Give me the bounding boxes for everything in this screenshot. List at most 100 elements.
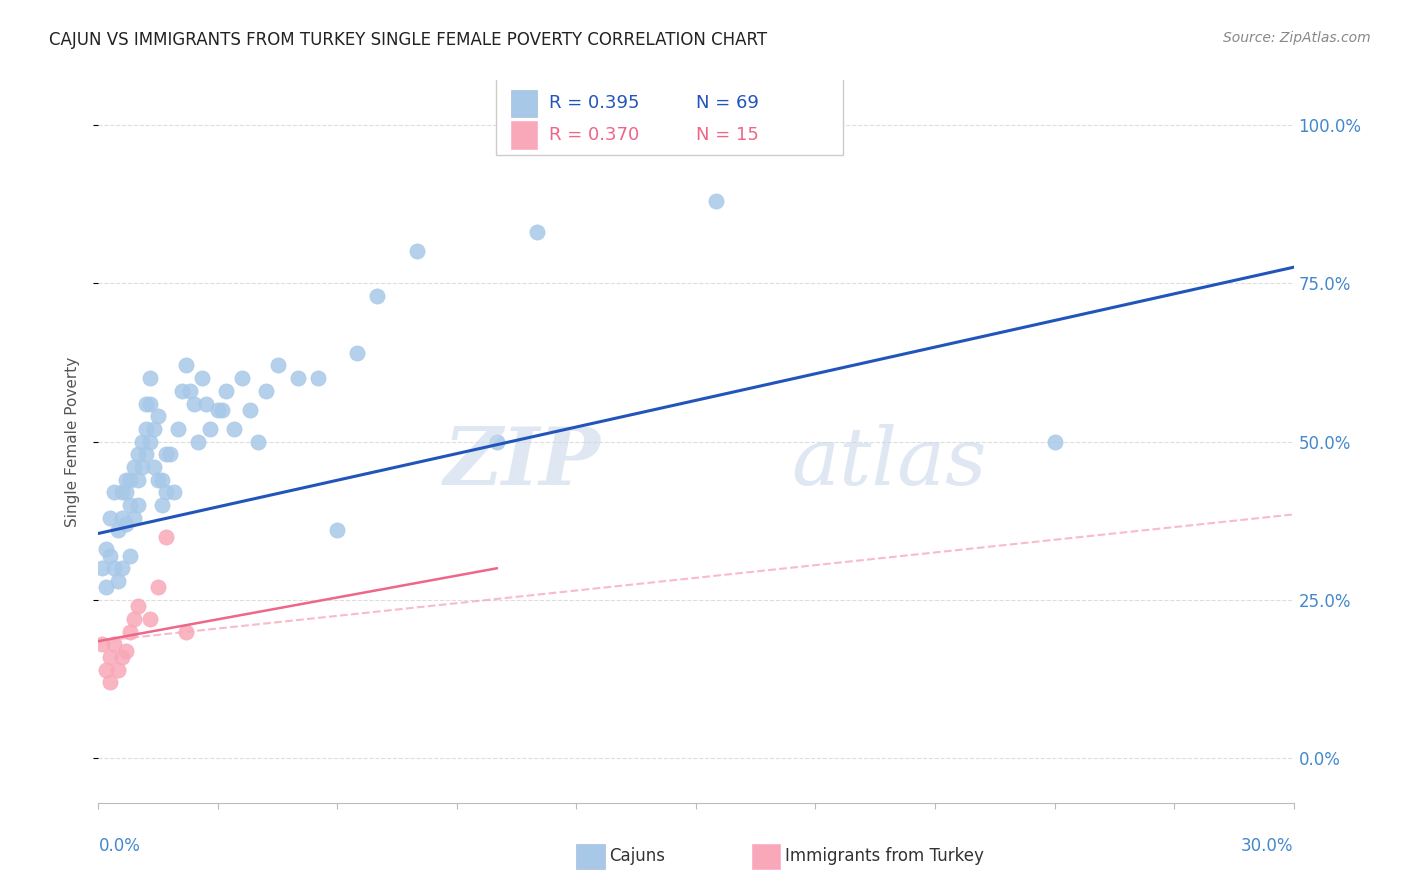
- Point: [195, 396, 218, 410]
- Text: N = 69: N = 69: [696, 95, 759, 112]
- Point: [174, 359, 197, 373]
- Point: [96, 580, 118, 594]
- Point: [287, 371, 309, 385]
- Point: [124, 459, 146, 474]
- Point: [246, 434, 269, 449]
- Point: [159, 447, 181, 461]
- Point: [526, 226, 548, 240]
- Text: 0.0%: 0.0%: [98, 837, 141, 855]
- Point: [124, 510, 146, 524]
- Point: [155, 447, 177, 461]
- Point: [231, 371, 253, 385]
- Point: [326, 523, 349, 537]
- Point: [103, 561, 125, 575]
- Text: Immigrants from Turkey: Immigrants from Turkey: [785, 847, 983, 865]
- Point: [135, 422, 157, 436]
- Point: [211, 402, 233, 417]
- Point: [127, 447, 149, 461]
- Point: [100, 549, 122, 563]
- Point: [115, 473, 138, 487]
- Point: [148, 473, 170, 487]
- Point: [100, 510, 122, 524]
- Point: [96, 542, 118, 557]
- Point: [131, 434, 153, 449]
- Point: [111, 510, 134, 524]
- Point: [115, 516, 138, 531]
- Point: [155, 485, 177, 500]
- Point: [254, 384, 277, 398]
- Point: [91, 561, 114, 575]
- Point: [107, 523, 129, 537]
- Point: [174, 624, 197, 639]
- Point: [148, 409, 170, 424]
- Point: [120, 498, 142, 512]
- Point: [187, 434, 209, 449]
- Point: [120, 473, 142, 487]
- Text: N = 15: N = 15: [696, 126, 759, 145]
- Point: [172, 384, 194, 398]
- Point: [307, 371, 329, 385]
- Point: [215, 384, 238, 398]
- Point: [179, 384, 201, 398]
- Text: Cajuns: Cajuns: [609, 847, 665, 865]
- Point: [115, 485, 138, 500]
- Point: [183, 396, 205, 410]
- Text: CAJUN VS IMMIGRANTS FROM TURKEY SINGLE FEMALE POVERTY CORRELATION CHART: CAJUN VS IMMIGRANTS FROM TURKEY SINGLE F…: [49, 31, 768, 49]
- Point: [704, 194, 727, 208]
- Text: ZIP: ZIP: [443, 425, 600, 502]
- Point: [139, 612, 162, 626]
- Point: [111, 561, 134, 575]
- Point: [124, 612, 146, 626]
- Point: [107, 574, 129, 588]
- Point: [198, 422, 221, 436]
- Text: Source: ZipAtlas.com: Source: ZipAtlas.com: [1223, 31, 1371, 45]
- Point: [143, 422, 166, 436]
- Point: [346, 346, 368, 360]
- Point: [406, 244, 429, 259]
- Point: [222, 422, 245, 436]
- Y-axis label: Single Female Poverty: Single Female Poverty: [65, 357, 80, 526]
- Point: [107, 663, 129, 677]
- Text: atlas: atlas: [792, 425, 987, 502]
- FancyBboxPatch shape: [510, 121, 537, 149]
- Point: [139, 371, 162, 385]
- Point: [115, 643, 138, 657]
- Point: [366, 289, 388, 303]
- Text: 30.0%: 30.0%: [1241, 837, 1294, 855]
- Point: [135, 447, 157, 461]
- Point: [139, 434, 162, 449]
- Point: [148, 580, 170, 594]
- Point: [100, 650, 122, 665]
- Point: [91, 637, 114, 651]
- Point: [167, 422, 190, 436]
- Point: [131, 459, 153, 474]
- Point: [485, 434, 508, 449]
- Point: [120, 624, 142, 639]
- Point: [127, 473, 149, 487]
- Point: [239, 402, 262, 417]
- Point: [267, 359, 290, 373]
- Point: [150, 498, 173, 512]
- Point: [139, 396, 162, 410]
- Point: [111, 485, 134, 500]
- Point: [103, 485, 125, 500]
- Point: [1043, 434, 1066, 449]
- Point: [191, 371, 214, 385]
- FancyBboxPatch shape: [510, 90, 537, 117]
- Point: [143, 459, 166, 474]
- Point: [96, 663, 118, 677]
- Point: [207, 402, 229, 417]
- FancyBboxPatch shape: [496, 75, 844, 155]
- Point: [120, 549, 142, 563]
- Point: [127, 599, 149, 614]
- Text: R = 0.370: R = 0.370: [548, 126, 640, 145]
- Point: [155, 530, 177, 544]
- Point: [111, 650, 134, 665]
- Point: [163, 485, 186, 500]
- Point: [103, 637, 125, 651]
- Point: [127, 498, 149, 512]
- Point: [135, 396, 157, 410]
- Text: R = 0.395: R = 0.395: [548, 95, 640, 112]
- Point: [150, 473, 173, 487]
- Point: [100, 675, 122, 690]
